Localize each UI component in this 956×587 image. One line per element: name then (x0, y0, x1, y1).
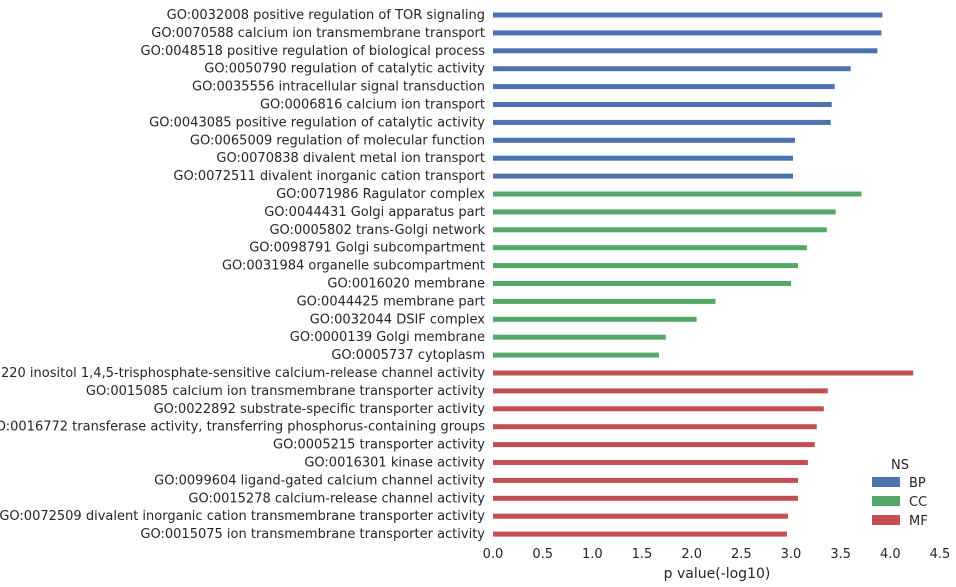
category-label: GO:0031984 organelle subcompartment (222, 259, 485, 274)
category-label: GO:0043085 positive regulation of cataly… (149, 115, 485, 130)
bar-cc (493, 209, 836, 215)
category-label: GO:0072511 divalent inorganic cation tra… (173, 169, 485, 184)
category-label: GO:0000139 Golgi membrane (290, 330, 485, 345)
category-label: GO:0044431 Golgi apparatus part (264, 205, 485, 220)
bar-mf (493, 370, 914, 376)
bar-mf (493, 424, 817, 430)
bar-bp (493, 48, 878, 54)
category-label: GO:0070588 calcium ion transmembrane tra… (151, 26, 485, 41)
legend-items: BP CC MF (872, 476, 928, 529)
bar-mf (493, 442, 815, 448)
bar-cc (493, 316, 697, 322)
category-label: GO:0032008 positive regulation of TOR si… (167, 8, 485, 23)
x-tick-label: 4.0 (880, 547, 901, 562)
category-label: GO:0032044 DSIF complex (310, 312, 486, 327)
x-tick-label: 4.5 (930, 547, 951, 562)
bar-bp (493, 66, 851, 72)
category-label: GO:0005802 trans-Golgi network (269, 223, 485, 238)
category-label: GO:0065009 regulation of molecular funct… (190, 133, 485, 148)
category-labels: GO:0032008 positive regulation of TOR si… (0, 8, 485, 542)
bar-bp (493, 102, 832, 107)
category-label: GO:0005215 transporter activity (273, 438, 485, 453)
category-label: GO:0022892 substrate-specific transporte… (154, 402, 486, 417)
legend-swatch-cc (872, 496, 900, 506)
category-label: GO:0050790 regulation of catalytic activ… (204, 62, 485, 77)
category-label: GO:0016772 transferase activity, transfe… (0, 420, 485, 435)
category-label: GO:0048518 positive regulation of biolog… (141, 44, 486, 59)
legend-label-bp: BP (909, 476, 926, 491)
bar-cc (493, 263, 798, 269)
bar-cc (493, 298, 716, 304)
legend-swatch-mf (872, 515, 900, 525)
bar-mf (493, 388, 828, 394)
category-label: GO:0016301 kinase activity (304, 456, 485, 471)
bar-bp (493, 155, 793, 161)
x-tick-label: 0.5 (532, 547, 553, 562)
legend-title: NS (891, 458, 909, 473)
category-label: GO:0070838 divalent metal ion transport (216, 151, 485, 166)
category-label: GO:0015278 calcium-release channel activ… (188, 491, 485, 506)
category-label: GO:0044425 membrane part (297, 294, 485, 309)
bar-mf (493, 495, 798, 501)
x-tick-label: 2.5 (731, 547, 752, 562)
x-tick-label: 1.5 (632, 547, 653, 562)
legend-label-cc: CC (909, 495, 927, 510)
bar-mf (493, 477, 798, 483)
bar-cc (493, 281, 791, 286)
x-axis-title: p value(-log10) (664, 566, 771, 582)
category-label: GO:0005737 cytoplasm (331, 348, 485, 363)
bar-bp (493, 30, 882, 36)
bar-cc (493, 352, 659, 358)
category-label: GO:0071986 Ragulator complex (276, 187, 485, 202)
bar-cc (493, 227, 827, 233)
category-label: GO:0015085 calcium ion transmembrane tra… (86, 384, 485, 399)
category-label: GO:0006816 calcium ion transport (260, 98, 485, 113)
bar-mf (493, 513, 788, 519)
bar-cc (493, 191, 862, 197)
bar-mf (493, 406, 824, 412)
bar-bp (493, 173, 793, 179)
category-label: GO:0015075 ion transmembrane transporter… (140, 527, 485, 542)
legend-swatch-bp (872, 477, 900, 487)
bar-bp (493, 12, 883, 18)
x-tick-label: 3.0 (781, 547, 802, 562)
category-label: GO:0098791 Golgi subcompartment (249, 241, 485, 256)
category-label: GO:0099604 ligand-gated calcium channel … (154, 473, 485, 488)
bar-bp (493, 137, 795, 143)
category-label: GO:0005220 inositol 1,4,5-trisphosphate-… (0, 366, 485, 381)
x-axis-ticks: 0.0 0.5 1.0 1.5 2.0 2.5 3.0 3.5 4.0 4.5 (483, 547, 951, 562)
bar-bp (493, 84, 835, 90)
bar-bp (493, 119, 831, 125)
category-label: GO:0072509 divalent inorganic cation tra… (0, 509, 485, 524)
bars-layer (493, 12, 914, 537)
category-label: GO:0016020 membrane (327, 277, 485, 292)
x-tick-label: 1.0 (582, 547, 603, 562)
x-tick-label: 0.0 (483, 547, 504, 562)
legend-label-mf: MF (909, 514, 928, 529)
bar-mf (493, 531, 787, 537)
x-tick-label: 3.5 (830, 547, 851, 562)
category-label: GO:0035556 intracellular signal transduc… (192, 80, 485, 95)
bar-cc (493, 334, 666, 340)
x-tick-label: 2.0 (681, 547, 702, 562)
legend: NS BP CC MF (872, 458, 928, 529)
bar-cc (493, 245, 807, 251)
bar-mf (493, 460, 808, 465)
